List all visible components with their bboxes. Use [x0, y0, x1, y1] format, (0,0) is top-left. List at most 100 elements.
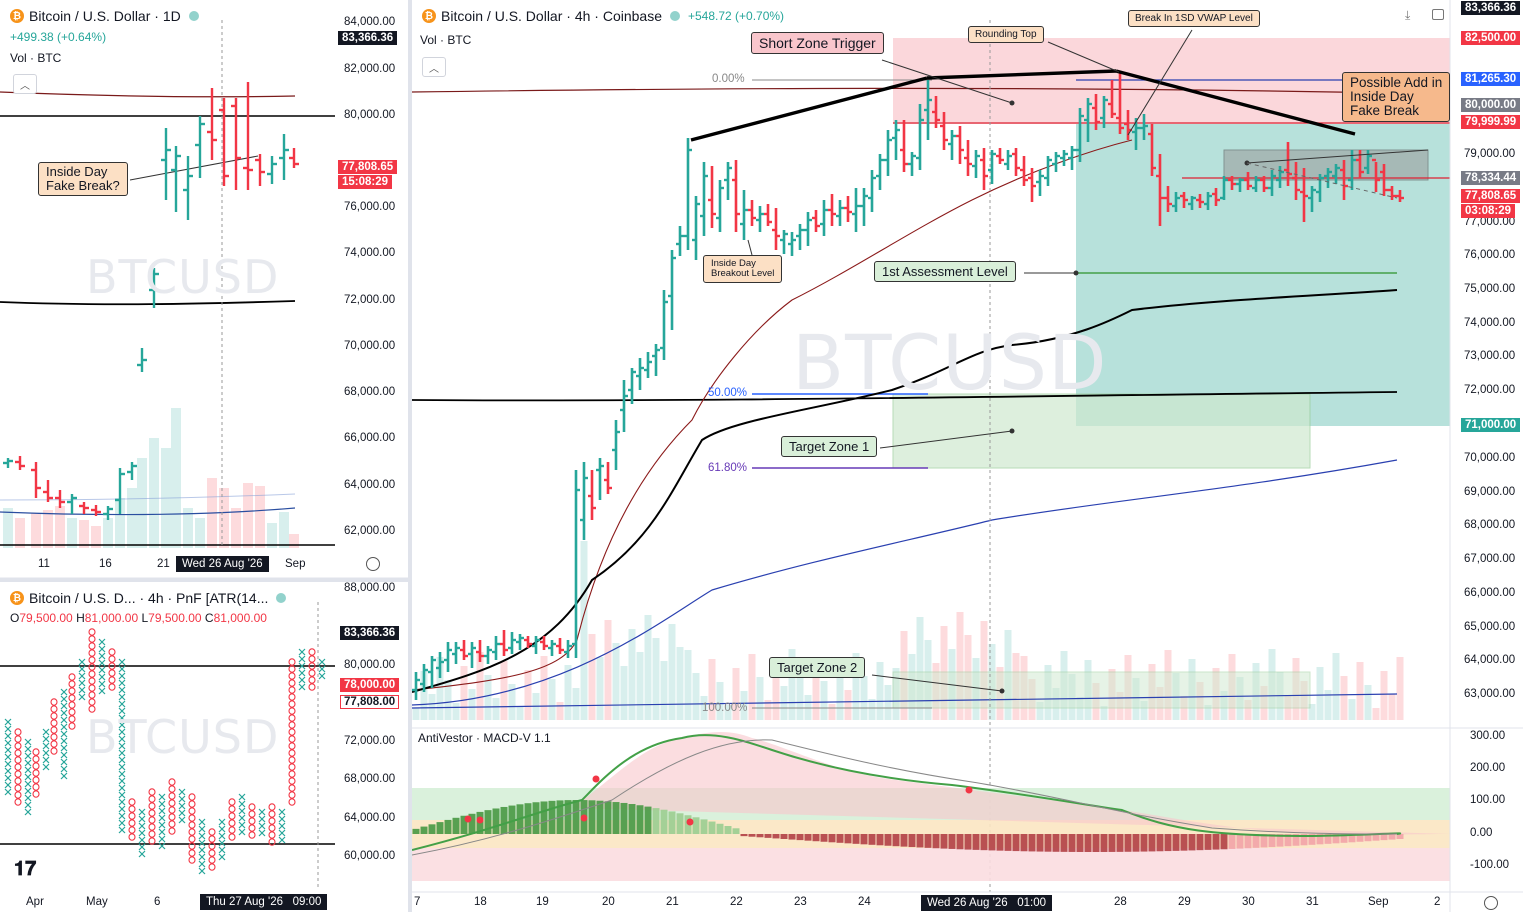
- settings-gear-icon[interactable]: [366, 557, 380, 571]
- price-axis-label: 63,000.00: [1464, 688, 1516, 700]
- fib-618-label: 61.80%: [708, 462, 748, 474]
- target-zone-2-annotation[interactable]: Target Zone 2: [769, 657, 866, 678]
- price-axis-label: 300.00: [1470, 730, 1506, 742]
- price-tag-close: 77,808.65: [338, 160, 398, 174]
- price-axis-label: 74,000.00: [1464, 317, 1516, 329]
- market-status-icon: [188, 11, 199, 21]
- arrow-down-icon[interactable]: ⤓: [1405, 8, 1411, 22]
- time-axis-label: 19: [536, 896, 549, 908]
- price-tag-82500: 82,500.00: [1461, 31, 1521, 45]
- market-status-icon: [669, 11, 680, 21]
- time-axis-label: Sep: [1368, 896, 1389, 908]
- price-tag-top: 83,366.36: [338, 31, 398, 45]
- price-tag-top: 83,366.36: [340, 626, 400, 640]
- price-axis-label: 82,000.00: [344, 63, 396, 75]
- daily-chart-pane[interactable]: BTCUSD ₿ Bitcoin / U.S. Dollar · 1D +499…: [0, 0, 408, 578]
- price-axis-label: 76,000.00: [1464, 249, 1516, 261]
- price-axis-label: 68,000.00: [1464, 519, 1516, 531]
- price-axis-label: 100.00: [1470, 794, 1506, 806]
- symbol-title[interactable]: Bitcoin / U.S. Dollar · 4h · Coinbase: [441, 8, 662, 24]
- symbol-title[interactable]: Bitcoin / U.S. Dollar · 1D: [29, 8, 181, 24]
- price-tag-71000: 71,000.00: [1461, 418, 1521, 432]
- possible-add-annotation[interactable]: Possible Add in Inside Day Fake Break: [1342, 72, 1451, 122]
- time-axis-label: 24: [858, 896, 871, 908]
- fib-50-label: 50.00%: [708, 387, 748, 399]
- price-axis-label: 70,000.00: [344, 340, 396, 352]
- inside-day-breakout-annotation[interactable]: Inside Day Breakout Level: [703, 255, 783, 283]
- price-change: +548.72 (+0.70%): [687, 9, 785, 23]
- x-label: 21: [157, 558, 170, 570]
- target-zone-2-rect: [892, 671, 1311, 709]
- price-axis-label: 65,000.00: [1464, 621, 1516, 633]
- x-crosshair-badge: Wed 26 Aug '26 01:00: [921, 895, 1053, 911]
- symbol-title[interactable]: Bitcoin / U.S. D... · 4h · PnF [ATR(14..…: [29, 590, 269, 606]
- ma-line-red: [0, 91, 296, 98]
- maximize-icon[interactable]: [1432, 9, 1444, 20]
- time-axis-label: 21: [666, 896, 679, 908]
- pnf-chart-canvas: [0, 602, 335, 887]
- price-axis-label: 76,000.00: [344, 201, 396, 213]
- price-axis-label: 72,000.00: [1464, 384, 1516, 396]
- settings-gear-icon[interactable]: [1484, 896, 1498, 910]
- pnf-columns: [4, 628, 326, 875]
- price-tag-80000: 80,000.00: [1461, 98, 1521, 112]
- x-label: May: [86, 896, 108, 908]
- inside-day-annotation[interactable]: Inside Day Fake Break?: [38, 162, 128, 196]
- market-status-icon: [276, 593, 287, 603]
- x-label: 16: [99, 558, 112, 570]
- bitcoin-icon: ₿: [10, 9, 24, 23]
- time-axis-label: 20: [602, 896, 615, 908]
- volume-label: Vol · BTC: [10, 51, 62, 65]
- target-zone-1-rect: [892, 393, 1311, 469]
- macd-label[interactable]: AntiVestor · MACD-V 1.1: [418, 731, 551, 745]
- target-zone-1-annotation[interactable]: Target Zone 1: [781, 436, 878, 457]
- x-label: Sep: [285, 558, 306, 570]
- daily-chart-canvas: [0, 20, 408, 578]
- price-tag-79999: 79,999.99: [1461, 115, 1521, 129]
- fib-0-label: 0.00%: [712, 73, 745, 85]
- price-axis-label: 68,000.00: [344, 386, 396, 398]
- main-chart-pane[interactable]: BTCUSD ₿ Bitcoin / U.S. Dollar · 4h · Co…: [412, 0, 1523, 912]
- price-tag-top: 83,366.36: [1461, 1, 1521, 15]
- first-assessment-annotation[interactable]: 1st Assessment Level: [874, 261, 1016, 282]
- time-axis-label: 18: [474, 896, 487, 908]
- vwap-break-annotation[interactable]: Break In 1SD VWAP Level: [1128, 10, 1260, 27]
- trendline-top: [926, 69, 1117, 80]
- x-label: Apr: [26, 896, 44, 908]
- bitcoin-icon: ₿: [422, 9, 436, 23]
- time-axis-label: 23: [794, 896, 807, 908]
- price-axis-label: 68,000.00: [344, 773, 396, 785]
- watermark: BTCUSD: [86, 250, 280, 304]
- ohlc-bars: [412, 72, 1404, 700]
- tradingview-logo-icon: 𝟏𝟕: [14, 858, 37, 880]
- time-axis-label: 2: [1434, 896, 1441, 908]
- pane-divider-vertical[interactable]: [408, 0, 412, 912]
- time-axis-label: 22: [730, 896, 743, 908]
- ohlc-readout: O 79,500.00 H 81,000.00 L 79,500.00 C 81,000…: [10, 611, 267, 625]
- price-axis-label: 200.00: [1470, 762, 1506, 774]
- collapse-chevron-icon[interactable]: ︿: [422, 57, 446, 77]
- pnf-chart-header: ₿ Bitcoin / U.S. D... · 4h · PnF [ATR(14…: [10, 590, 287, 606]
- pane-divider-horizontal[interactable]: [0, 578, 408, 582]
- x-label: 6: [154, 896, 161, 908]
- watermark: BTCUSD: [792, 318, 1108, 407]
- volume-label: Vol · BTC: [420, 33, 472, 47]
- trendline-right: [1115, 69, 1356, 136]
- short-zone-trigger-annotation[interactable]: Short Zone Trigger: [751, 32, 884, 54]
- price-axis-label: 62,000.00: [344, 525, 396, 537]
- fib-100-label: 100.00%: [702, 702, 748, 714]
- price-axis-label: 66,000.00: [344, 432, 396, 444]
- price-axis-label: 72,000.00: [344, 735, 396, 747]
- rounding-top-annotation[interactable]: Rounding Top: [968, 26, 1044, 43]
- x-label: 11: [38, 558, 50, 570]
- collapse-chevron-icon[interactable]: ︿: [13, 74, 37, 94]
- pnf-chart-pane[interactable]: BTCUSD ₿ Bitcoin / U.S. D... · 4h · PnF …: [0, 582, 408, 912]
- price-axis-label: 80,000.00: [344, 659, 396, 671]
- price-tag-close: 77,808.00: [340, 695, 400, 709]
- x-crosshair-badge: Wed 26 Aug '26: [176, 556, 269, 572]
- price-axis-label: 0.00: [1470, 827, 1493, 839]
- price-axis-label: 80,000.00: [344, 109, 396, 121]
- price-axis-label: 67,000.00: [1464, 553, 1516, 565]
- ohlc-bars: [3, 82, 299, 520]
- price-axis-label: 74,000.00: [344, 247, 396, 259]
